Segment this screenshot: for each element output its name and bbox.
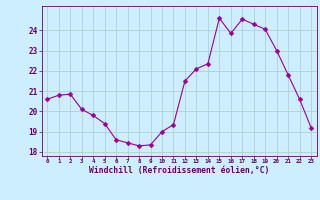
- X-axis label: Windchill (Refroidissement éolien,°C): Windchill (Refroidissement éolien,°C): [89, 166, 269, 175]
